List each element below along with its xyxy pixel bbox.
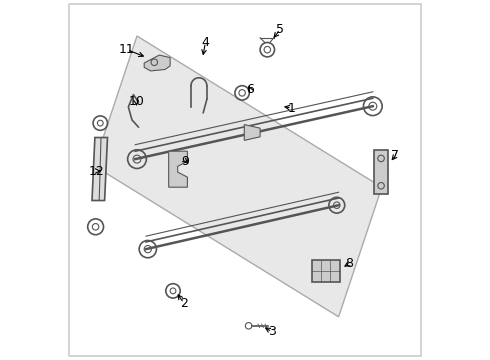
Polygon shape xyxy=(92,138,107,201)
Text: 11: 11 xyxy=(119,43,135,56)
Text: 3: 3 xyxy=(268,325,276,338)
Bar xyxy=(312,260,340,282)
Polygon shape xyxy=(245,125,260,140)
Text: 4: 4 xyxy=(201,36,209,49)
Polygon shape xyxy=(144,55,170,71)
Text: 5: 5 xyxy=(276,23,284,36)
Text: 2: 2 xyxy=(180,297,188,310)
Text: 9: 9 xyxy=(182,155,190,168)
Text: 8: 8 xyxy=(345,257,353,270)
Polygon shape xyxy=(169,151,187,187)
Polygon shape xyxy=(374,150,388,194)
Text: 12: 12 xyxy=(89,165,104,177)
Text: 7: 7 xyxy=(392,149,399,162)
Polygon shape xyxy=(94,36,382,317)
Text: 6: 6 xyxy=(246,83,254,96)
Text: 10: 10 xyxy=(128,95,144,108)
Text: 1: 1 xyxy=(288,102,296,114)
